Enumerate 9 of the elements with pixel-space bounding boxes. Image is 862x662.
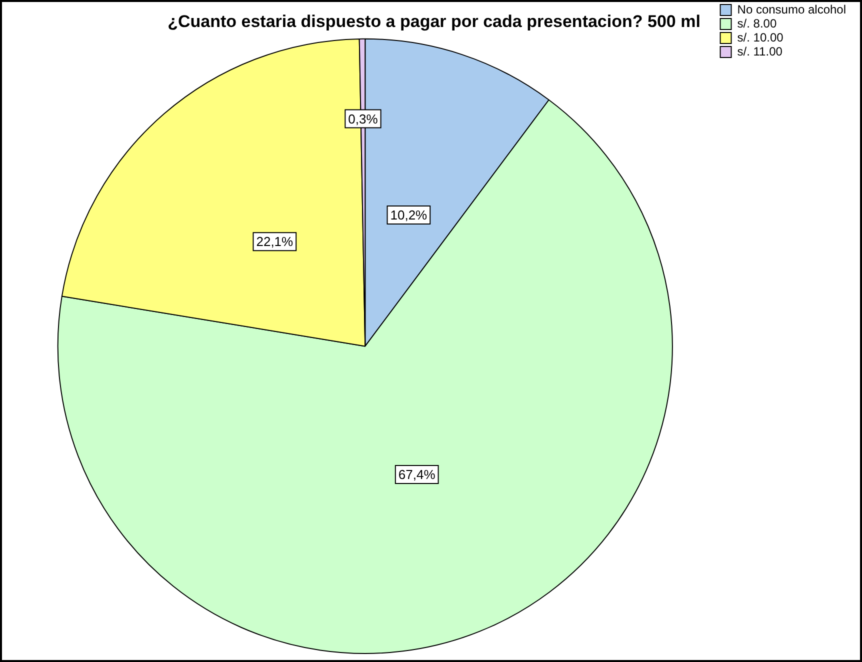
legend-label: s/. 10.00 [737,30,784,44]
data-label: 67,4% [398,467,436,482]
legend-label: No consumo alcohol [737,2,846,16]
data-label: 0,3% [348,111,378,126]
legend-label: s/. 11.00 [737,44,783,58]
text: ¿Cuanto estaria dispuesto a pagar por cada presentacion? 500 ml [168,12,700,31]
data-label: 10,2% [390,208,428,223]
data-label: 22,1% [256,234,294,250]
legend-label: s/. 8.00 [737,16,777,30]
